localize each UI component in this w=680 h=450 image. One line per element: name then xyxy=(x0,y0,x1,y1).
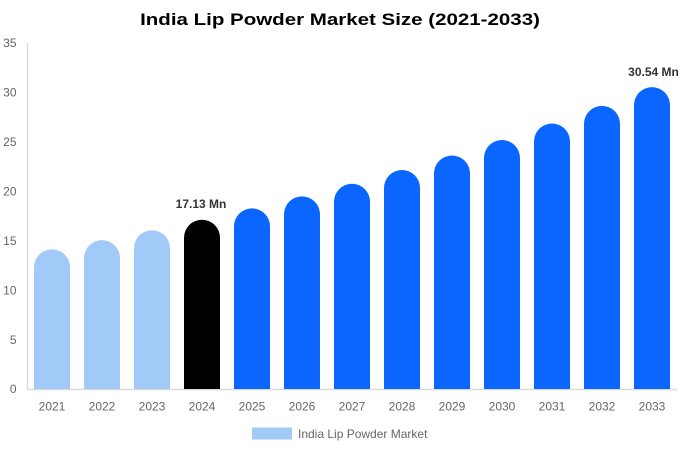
svg-text:25: 25 xyxy=(3,135,17,149)
svg-text:2028: 2028 xyxy=(389,400,416,414)
svg-text:35: 35 xyxy=(3,36,17,50)
svg-text:2030: 2030 xyxy=(489,400,516,414)
svg-text:17.13 Mn: 17.13 Mn xyxy=(176,197,227,211)
svg-text:5: 5 xyxy=(10,333,17,347)
svg-text:2022: 2022 xyxy=(89,400,116,414)
svg-text:10: 10 xyxy=(3,283,17,297)
svg-text:20: 20 xyxy=(3,185,17,199)
svg-text:2026: 2026 xyxy=(289,400,316,414)
svg-text:30.54 Mn: 30.54 Mn xyxy=(628,65,679,79)
svg-text:2024: 2024 xyxy=(189,400,216,414)
svg-text:30: 30 xyxy=(3,86,17,100)
svg-text:2031: 2031 xyxy=(539,400,566,414)
svg-text:2027: 2027 xyxy=(339,400,366,414)
svg-text:15: 15 xyxy=(3,234,17,248)
svg-text:2025: 2025 xyxy=(239,400,266,414)
svg-text:India Lip Powder Market Size (: India Lip Powder Market Size (2021-2033) xyxy=(140,10,540,29)
svg-text:0: 0 xyxy=(10,382,17,396)
svg-text:2023: 2023 xyxy=(139,400,166,414)
svg-text:2033: 2033 xyxy=(639,400,666,414)
svg-text:2029: 2029 xyxy=(439,400,466,414)
svg-text:2032: 2032 xyxy=(589,400,616,414)
svg-text:India Lip Powder Market: India Lip Powder Market xyxy=(298,427,428,441)
svg-text:2021: 2021 xyxy=(39,400,66,414)
